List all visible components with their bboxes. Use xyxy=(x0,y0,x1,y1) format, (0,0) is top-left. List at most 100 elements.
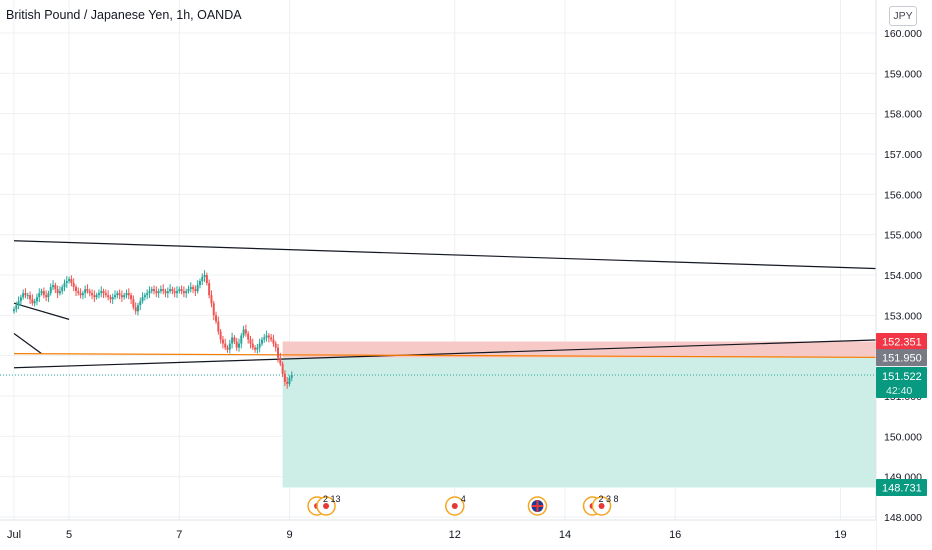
currency-button[interactable]: JPY xyxy=(889,6,917,26)
economic-events[interactable]: 2 13 4 2 3 8 xyxy=(307,494,619,516)
candle-body xyxy=(231,337,234,344)
position-zones[interactable] xyxy=(282,341,932,488)
candle-body xyxy=(221,339,224,344)
candle-body xyxy=(274,343,277,348)
candle-body xyxy=(61,287,64,292)
candle-body xyxy=(233,337,236,342)
candle-body xyxy=(148,291,151,294)
trendline-2[interactable] xyxy=(13,337,932,369)
candle-body xyxy=(182,291,185,294)
event-count-label: 2 3 8 xyxy=(599,494,619,504)
candle-body xyxy=(125,293,128,296)
price-tick-label: 155.000 xyxy=(884,230,922,242)
candle-body xyxy=(187,289,190,292)
time-tick-label: 19 xyxy=(834,529,846,541)
candle-body xyxy=(256,347,259,350)
candle-body xyxy=(159,289,162,292)
price-tick-label: 153.000 xyxy=(884,310,922,322)
trendline-4[interactable] xyxy=(13,332,42,355)
price-tick-label: 159.000 xyxy=(884,68,922,80)
time-axis[interactable]: Jul 5 7 9 12 14 16 19 xyxy=(0,519,876,550)
candle-body xyxy=(185,291,188,294)
current-price-label: 151.522 xyxy=(882,371,922,383)
candle-body xyxy=(173,291,176,294)
candle-body xyxy=(254,347,257,350)
candle-body xyxy=(93,295,96,298)
trendlines[interactable] xyxy=(0,240,932,376)
candle-body xyxy=(123,295,126,298)
candle-body xyxy=(72,283,75,288)
candle-body xyxy=(203,275,206,278)
candle-body xyxy=(192,287,195,290)
candle-body xyxy=(84,289,87,294)
trendline-3[interactable] xyxy=(13,302,70,320)
take-profit-zone[interactable] xyxy=(282,357,932,488)
candle-body xyxy=(68,279,71,282)
time-tick-label: Jul xyxy=(7,529,21,541)
candle-body xyxy=(19,297,22,302)
candle-body xyxy=(31,299,34,304)
candle-body xyxy=(240,335,243,344)
candle-body xyxy=(283,373,286,382)
price-label-bg xyxy=(876,349,927,367)
candle-body xyxy=(242,329,245,336)
candle-body xyxy=(208,283,211,296)
candle-body xyxy=(132,299,135,308)
candle-body xyxy=(47,293,50,298)
price-labels: 152.351 151.950 148.731 151.522 42:40 xyxy=(876,333,927,497)
candle-body xyxy=(88,291,91,294)
candle-body xyxy=(114,295,117,298)
countdown-label: 42:40 xyxy=(886,385,912,397)
candle-body xyxy=(150,289,153,292)
event-count-label: 2 13 xyxy=(323,494,341,504)
price-label: 152.351 xyxy=(882,337,922,349)
price-label-bg xyxy=(876,479,927,497)
candle-body xyxy=(15,305,18,310)
price-tick-label: 148.000 xyxy=(884,512,922,524)
candle-body xyxy=(79,293,82,296)
time-tick-label: 16 xyxy=(669,529,681,541)
candle-body xyxy=(141,297,144,302)
candle-body xyxy=(42,291,45,296)
candle-body xyxy=(17,301,20,306)
candle-body xyxy=(86,289,89,292)
candle-body xyxy=(288,377,291,384)
price-label-bg xyxy=(876,333,927,351)
candle-body xyxy=(29,295,32,300)
candle-body xyxy=(109,297,112,300)
candle-body xyxy=(249,339,252,344)
candle-body xyxy=(49,287,52,294)
current-price-label-bg xyxy=(876,366,927,398)
trendline-5[interactable] xyxy=(13,353,932,359)
candle-body xyxy=(40,291,43,294)
price-tick-label: 160.000 xyxy=(884,28,922,40)
candle-body xyxy=(270,337,273,340)
candle-body xyxy=(153,289,156,292)
candle-body xyxy=(22,293,25,298)
candle-body xyxy=(178,289,181,292)
candle-body xyxy=(251,343,254,348)
candle-body xyxy=(97,293,100,296)
candle-body xyxy=(237,343,240,348)
price-axis[interactable]: 160.000 159.000 158.000 157.000 156.000 155.0… xyxy=(875,0,932,550)
candle-body xyxy=(272,339,275,344)
candle-body xyxy=(74,287,77,292)
candle-body xyxy=(54,285,57,290)
chart-title: British Pound / Japanese Yen, 1h, OANDA xyxy=(6,8,242,22)
candle-body xyxy=(13,309,15,312)
candle-body xyxy=(169,289,172,292)
candle-body xyxy=(143,295,146,298)
trendline-1[interactable] xyxy=(13,240,932,271)
candle-body xyxy=(265,335,268,338)
jp-flag-icon xyxy=(598,503,605,509)
candle-body xyxy=(279,357,282,364)
time-tick-label: 9 xyxy=(286,529,292,541)
candle-body xyxy=(63,283,66,288)
candle-body xyxy=(205,275,208,284)
candle-body xyxy=(201,277,204,282)
chart-grid xyxy=(0,0,876,520)
candle-body xyxy=(212,303,215,316)
candle-body xyxy=(130,295,133,300)
candle-body xyxy=(260,339,263,344)
